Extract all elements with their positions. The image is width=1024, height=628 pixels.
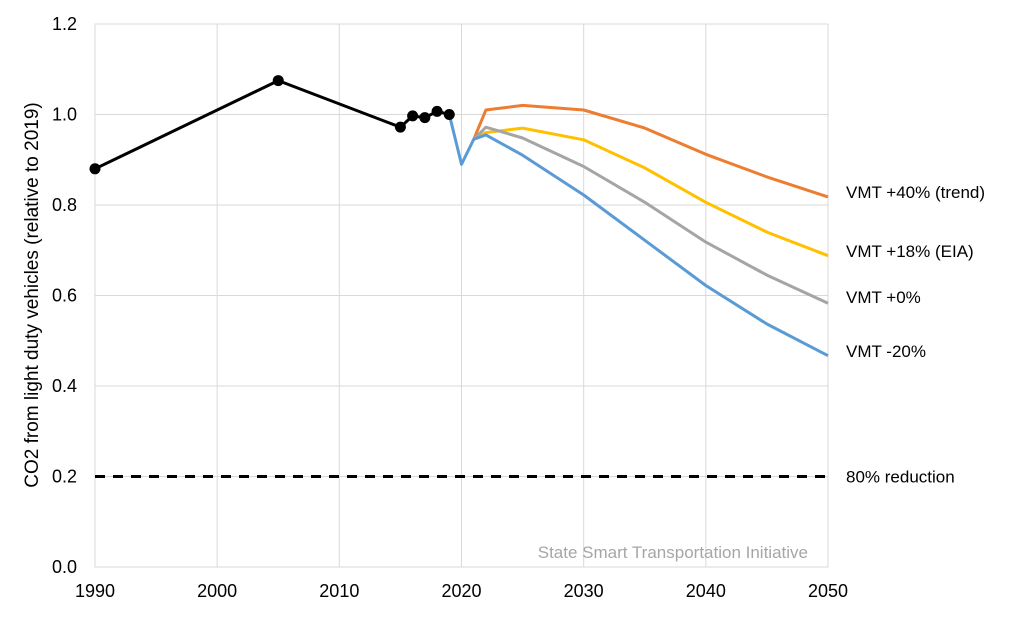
y-tick-label: 1.0 bbox=[52, 105, 77, 125]
historical-point bbox=[272, 75, 284, 87]
series-label: VMT +0% bbox=[846, 288, 921, 307]
y-tick-label: 0.2 bbox=[52, 467, 77, 487]
historical-point bbox=[394, 121, 406, 133]
x-tick-label: 2040 bbox=[686, 581, 726, 601]
y-tick-label: 0.8 bbox=[52, 195, 77, 215]
x-tick-label: 2000 bbox=[197, 581, 237, 601]
series-label: VMT +18% (EIA) bbox=[846, 242, 974, 261]
historical-point bbox=[431, 105, 443, 117]
historical-point bbox=[443, 109, 455, 120]
y-tick-label: 1.2 bbox=[52, 14, 77, 34]
grid-lines bbox=[94, 23, 829, 568]
series-line-1 bbox=[472, 126, 829, 258]
y-tick-label: 0.4 bbox=[52, 376, 77, 396]
series-line-3 bbox=[447, 114, 829, 358]
historical-point bbox=[419, 112, 431, 124]
series-label: VMT +40% (trend) bbox=[846, 183, 985, 202]
historical-series bbox=[89, 75, 455, 175]
source-note: State Smart Transportation Initiative bbox=[538, 543, 808, 562]
x-tick-label: 2050 bbox=[808, 581, 848, 601]
x-tick-label: 2020 bbox=[441, 581, 481, 601]
series-line-2 bbox=[472, 125, 829, 305]
reference-line-label: 80% reduction bbox=[846, 468, 955, 487]
plot-area-frame bbox=[94, 23, 829, 568]
x-tick-label: 1990 bbox=[75, 581, 115, 601]
axis-tick-labels: 1990 2000 2010 2020 2030 2040 2050 0.0 0.2 0.4 0.6… bbox=[52, 14, 848, 601]
x-tick-label: 2010 bbox=[319, 581, 359, 601]
series-labels: VMT +40% (trend) VMT +18% (EIA) VMT +0% VMT… bbox=[846, 183, 985, 487]
y-tick-label: 0.0 bbox=[52, 557, 77, 577]
historical-point bbox=[407, 110, 419, 122]
y-tick-label: 0.6 bbox=[52, 286, 77, 306]
y-axis-title: CO2 from light duty vehicles (relative t… bbox=[22, 102, 43, 487]
series-lines bbox=[447, 103, 829, 358]
series-label: VMT -20% bbox=[846, 342, 926, 361]
historical-point bbox=[89, 163, 101, 175]
x-tick-label: 2030 bbox=[564, 581, 604, 601]
series-line-0 bbox=[472, 103, 829, 199]
